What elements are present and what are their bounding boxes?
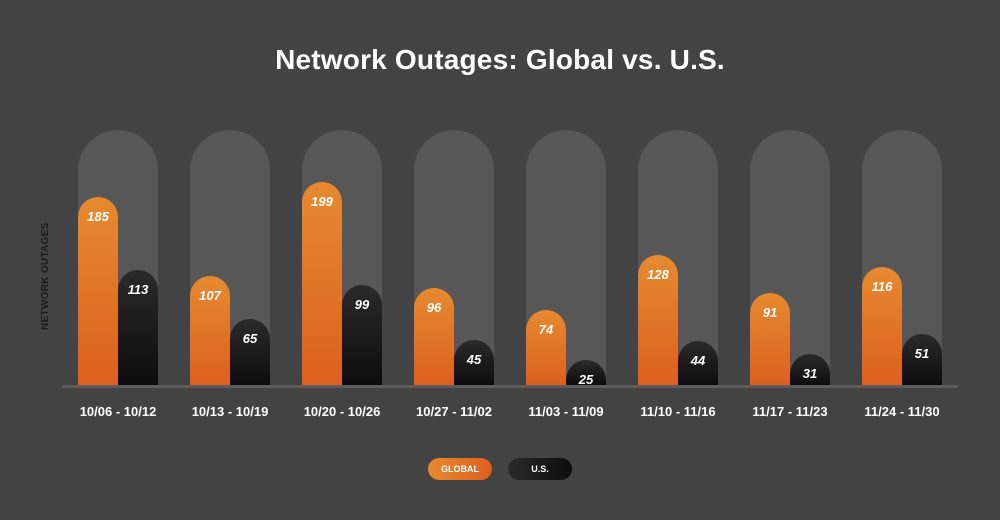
bar-global: 185 (78, 197, 118, 386)
bar-us: 31 (790, 354, 830, 386)
x-tick-label: 10/27 - 11/02 (416, 404, 492, 419)
bar-group: 74 25 (526, 130, 606, 387)
x-tick-label: 11/17 - 11/23 (752, 404, 828, 419)
bar-group: 199 99 (302, 130, 382, 386)
bar-value: 116 (871, 279, 893, 294)
x-tick-label: 10/20 - 10/26 (303, 404, 381, 419)
bar-value: 45 (466, 352, 482, 367)
bar-us: 113 (118, 270, 158, 386)
bar-value: 31 (802, 366, 818, 381)
x-axis-baseline (62, 385, 958, 388)
bar-group: 185 113 (78, 130, 158, 386)
bar-value: 96 (426, 300, 442, 315)
bar-global: 107 (190, 276, 230, 386)
x-tick-label: 10/06 - 10/12 (79, 404, 157, 419)
legend-global: GLOBAL (428, 458, 492, 480)
y-axis-label: NETWORK OUTAGES (40, 222, 51, 330)
bar-value: 185 (87, 209, 109, 224)
bar-us: 44 (678, 341, 718, 386)
bar-group: 96 45 (414, 130, 494, 386)
x-tick-label: 10/13 - 10/19 (191, 404, 269, 419)
bar-global: 199 (302, 182, 342, 386)
bar-us: 45 (454, 340, 494, 386)
bar-global: 91 (750, 293, 790, 386)
bar-us: 25 (566, 360, 606, 387)
bar-value: 44 (690, 353, 706, 368)
x-tick-label: 11/10 - 11/16 (640, 404, 716, 419)
bar-global: 116 (862, 267, 902, 386)
bar-global: 96 (414, 288, 454, 386)
bar-value: 199 (311, 194, 333, 209)
bar-group: 107 65 (190, 130, 270, 386)
bar-us: 51 (902, 334, 942, 386)
bar-value: 74 (538, 322, 554, 337)
bar-value: 25 (578, 372, 594, 387)
bar-value: 51 (914, 346, 930, 361)
bar-value: 99 (354, 297, 370, 312)
legend-us: U.S. (508, 458, 572, 480)
x-tick-label: 11/24 - 11/30 (864, 404, 940, 419)
bar-global: 74 (526, 310, 566, 386)
bar-group: 91 31 (750, 130, 830, 386)
x-tick-label: 11/03 - 11/09 (528, 404, 604, 419)
bar-value: 128 (647, 267, 669, 282)
bar-group: 116 51 (862, 130, 942, 386)
bar-value: 91 (762, 305, 778, 320)
bar-value: 113 (127, 282, 149, 297)
bar-us: 99 (342, 285, 382, 386)
plot-area: 185 113 107 65 199 99 96 45 74 25 128 44 91 31 116 51 (62, 130, 958, 387)
bar-value: 107 (199, 288, 221, 303)
chart-title: Network Outages: Global vs. U.S. (275, 44, 725, 75)
bar-global: 128 (638, 255, 678, 386)
bar-value: 65 (242, 331, 258, 346)
bar-us: 65 (230, 319, 270, 386)
bar-group: 128 44 (638, 130, 718, 386)
